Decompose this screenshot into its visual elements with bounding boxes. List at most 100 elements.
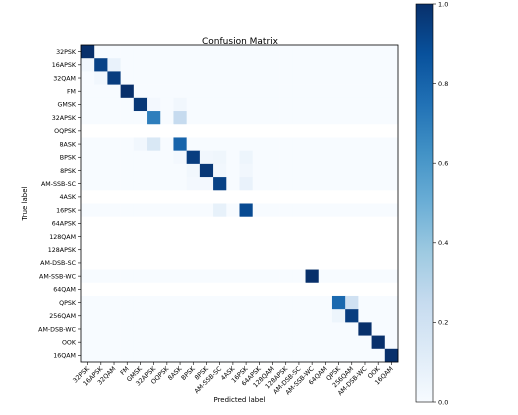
- heatmap-cell: [147, 335, 161, 350]
- heatmap-cell: [213, 335, 227, 350]
- heatmap-cell: [160, 45, 174, 59]
- heatmap-cell: [147, 295, 161, 310]
- heatmap-cell: [292, 295, 306, 310]
- heatmap-cell: [226, 71, 240, 85]
- heatmap-cell: [358, 150, 372, 165]
- heatmap-cell: [173, 124, 187, 138]
- heatmap-cell: [147, 150, 161, 165]
- heatmap-cell: [384, 256, 399, 270]
- heatmap-cell: [252, 309, 267, 323]
- heatmap-cell: [305, 150, 320, 165]
- heatmap-cell: [173, 256, 187, 270]
- plot-frame: [80, 44, 399, 363]
- heatmap-cell: [173, 84, 187, 99]
- heatmap-cell: [120, 84, 135, 99]
- heatmap-cell: [384, 177, 399, 191]
- heatmap-cell: [305, 97, 320, 112]
- heatmap-cell: [305, 256, 320, 270]
- heatmap-cell: [292, 203, 306, 218]
- heatmap-cell: [345, 177, 359, 191]
- heatmap-cell: [331, 322, 346, 336]
- heatmap-cell: [173, 348, 187, 363]
- heatmap-cell: [239, 243, 254, 257]
- heatmap-cell: [265, 322, 280, 336]
- heatmap-cell: [265, 216, 280, 231]
- heatmap-cell: [199, 295, 214, 310]
- heatmap-cell: [345, 309, 359, 323]
- heatmap-cell: [226, 322, 240, 336]
- heatmap-cell: [358, 190, 372, 204]
- heatmap-cell: [384, 282, 399, 297]
- heatmap-cell: [199, 309, 214, 323]
- heatmap-cell: [81, 335, 95, 350]
- heatmap-cell: [318, 163, 333, 178]
- heatmap-cell: [292, 216, 306, 231]
- heatmap-cell: [199, 97, 214, 112]
- heatmap-cell: [226, 45, 240, 59]
- heatmap-cell: [199, 58, 214, 72]
- heatmap-cell: [331, 269, 346, 284]
- heatmap-cell: [252, 163, 267, 178]
- heatmap-cell: [94, 335, 108, 350]
- heatmap-cell: [345, 84, 359, 99]
- heatmap-cell: [279, 229, 293, 244]
- heatmap-cell: [133, 97, 148, 112]
- heatmap-cell: [226, 295, 240, 310]
- heatmap-cell: [94, 295, 108, 310]
- heatmap-cell: [358, 111, 372, 125]
- heatmap-cell: [213, 58, 227, 72]
- heatmap-cell: [226, 282, 240, 297]
- heatmap-cell: [173, 295, 187, 310]
- heatmap-cell: [107, 97, 121, 112]
- heatmap-cell: [81, 256, 95, 270]
- heatmap-cell: [265, 111, 280, 125]
- heatmap-cell: [318, 84, 333, 99]
- heatmap-cell: [371, 269, 386, 284]
- heatmap-cell: [292, 335, 306, 350]
- heatmap-cell: [226, 243, 240, 257]
- heatmap-cell: [279, 295, 293, 310]
- heatmap-cell: [305, 243, 320, 257]
- heatmap-cell: [213, 243, 227, 257]
- colorbar: [415, 3, 434, 403]
- heatmap-cell: [186, 269, 201, 284]
- heatmap-cell: [345, 58, 359, 72]
- heatmap-cell: [81, 229, 95, 244]
- heatmap-cell: [265, 124, 280, 138]
- heatmap-cell: [173, 137, 187, 151]
- heatmap-cell: [371, 137, 386, 151]
- heatmap-cell: [147, 124, 161, 138]
- heatmap-cell: [331, 203, 346, 218]
- heatmap-cell: [94, 322, 108, 336]
- heatmap-cell: [358, 322, 372, 336]
- heatmap-cell: [213, 309, 227, 323]
- heatmap-cell: [345, 269, 359, 284]
- heatmap-cell: [133, 203, 148, 218]
- heatmap-cell: [358, 163, 372, 178]
- heatmap-cell: [120, 216, 135, 231]
- heatmap-cell: [173, 71, 187, 85]
- heatmap-cell: [345, 243, 359, 257]
- heatmap-cell: [81, 137, 95, 151]
- heatmap-cell: [292, 163, 306, 178]
- heatmap-cell: [160, 269, 174, 284]
- heatmap-cell: [107, 111, 121, 125]
- heatmap-cell: [186, 163, 201, 178]
- heatmap-cell: [252, 45, 267, 59]
- heatmap-cell: [81, 124, 95, 138]
- heatmap-cell: [384, 203, 399, 218]
- heatmap-cell: [160, 348, 174, 363]
- heatmap-cell: [107, 150, 121, 165]
- heatmap-cell: [120, 295, 135, 310]
- heatmap-cell: [213, 282, 227, 297]
- heatmap-cell: [120, 71, 135, 85]
- heatmap-cell: [279, 216, 293, 231]
- heatmap-cell: [279, 269, 293, 284]
- heatmap-cell: [81, 177, 95, 191]
- heatmap-cell: [160, 256, 174, 270]
- heatmap-cell: [371, 97, 386, 112]
- heatmap-cell: [160, 97, 174, 112]
- heatmap-cell: [186, 309, 201, 323]
- heatmap-cell: [94, 137, 108, 151]
- y-tick-label: AM-DSB-SC: [40, 260, 76, 267]
